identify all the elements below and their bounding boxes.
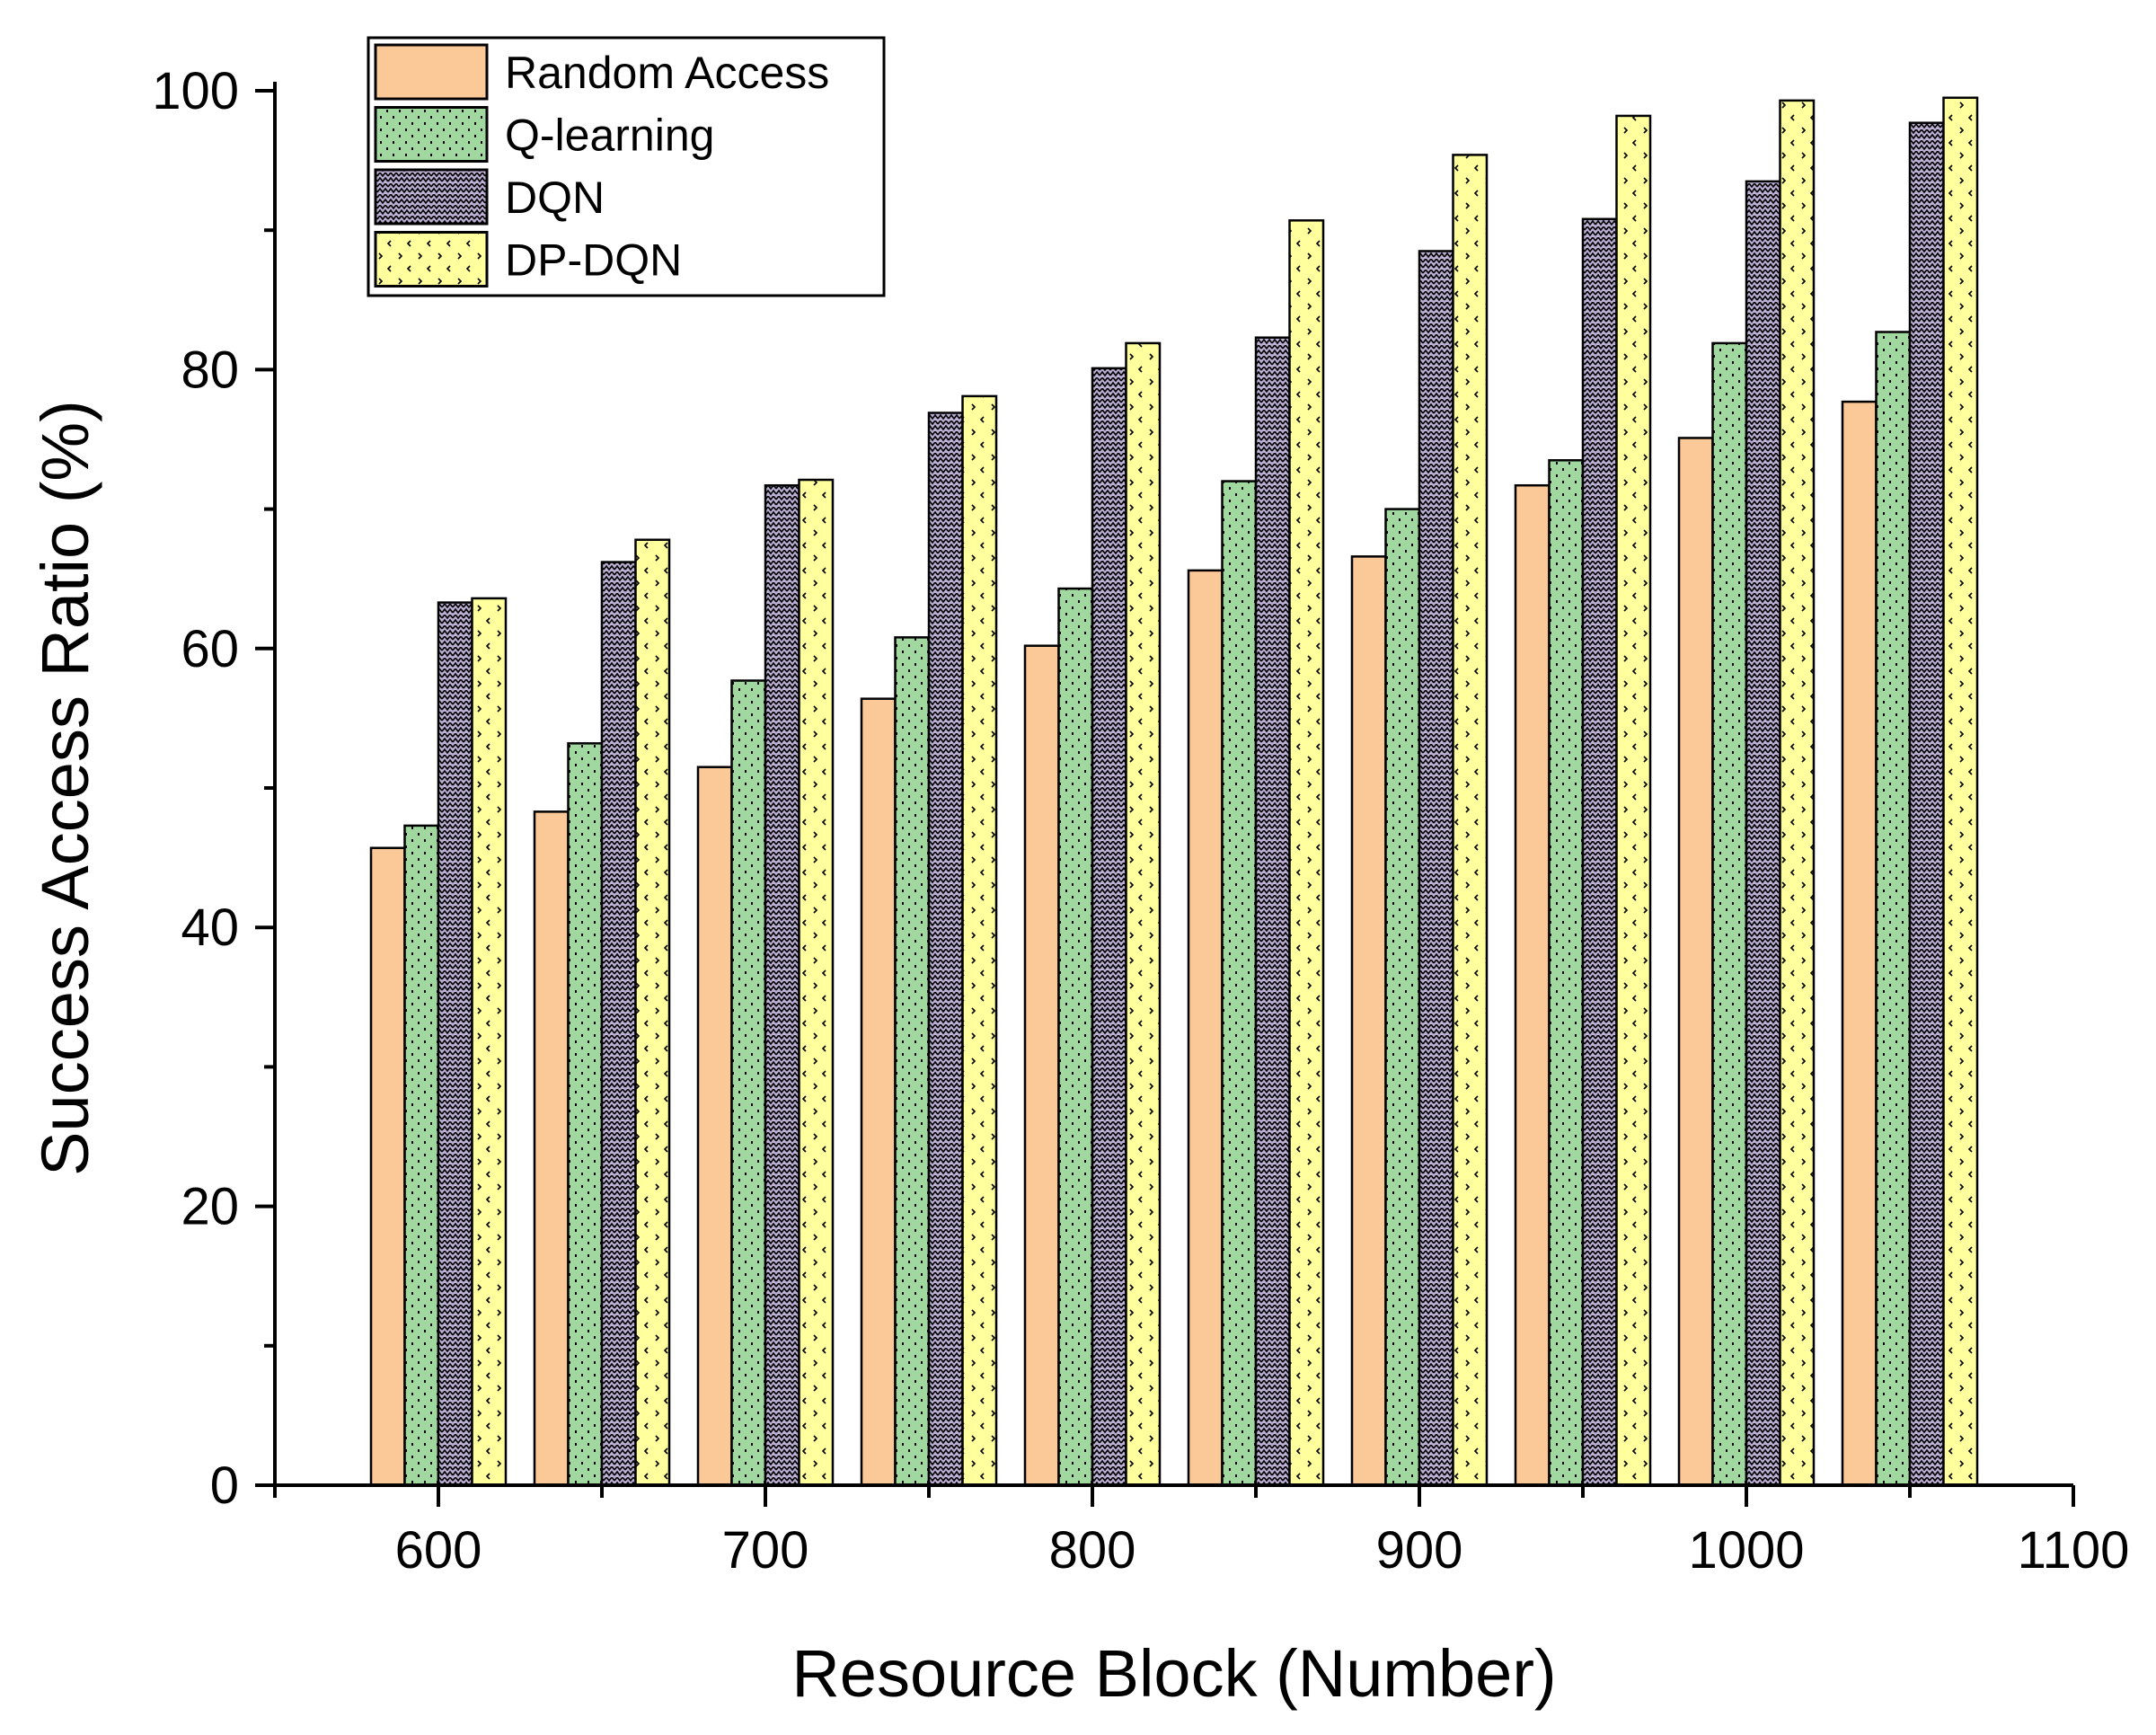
legend-swatch (374, 106, 489, 163)
bar-q-learning-750 (894, 636, 931, 1487)
bar-dqn-900 (1418, 250, 1454, 1487)
y-tick-label: 40 (181, 898, 239, 957)
bar-dqn-600 (437, 601, 473, 1487)
legend-label: DP-DQN (505, 235, 682, 286)
x-axis-title: Resource Block (Number) (791, 1636, 1556, 1711)
y-tick-label: 20 (181, 1178, 239, 1236)
legend-label: Q-learning (505, 111, 714, 161)
bar-dqn-850 (1254, 336, 1291, 1487)
x-tick-label: 700 (722, 1521, 809, 1580)
bar-q-learning-1000 (1711, 341, 1748, 1487)
legend-label: DQN (505, 173, 605, 223)
legend-swatch (374, 168, 489, 226)
bar-random-access-700 (696, 766, 733, 1487)
bar-random-access-950 (1514, 483, 1551, 1487)
legend-swatch (374, 231, 489, 288)
bar-q-learning-900 (1384, 508, 1421, 1487)
bar-q-learning-1050 (1875, 331, 1912, 1487)
y-tick-label: 80 (181, 341, 239, 399)
y-tick-label: 0 (210, 1456, 239, 1515)
bar-dp-dqn-600 (471, 597, 508, 1487)
bar-random-access-900 (1350, 555, 1387, 1487)
bar-random-access-650 (533, 810, 570, 1487)
legend: Random Access Q-learning DQN DP-DQN (367, 36, 886, 297)
bar-random-access-750 (860, 697, 897, 1487)
bar-dp-dqn-650 (634, 538, 671, 1487)
bar-dqn-700 (764, 483, 800, 1487)
legend-label: Random Access (505, 48, 829, 98)
bar-dp-dqn-800 (1125, 341, 1162, 1487)
bar-dqn-800 (1091, 367, 1127, 1487)
y-tick-label: 60 (181, 620, 239, 678)
bar-dp-dqn-1050 (1942, 96, 1979, 1487)
bar-dp-dqn-900 (1452, 154, 1489, 1487)
bar-dqn-750 (927, 412, 964, 1487)
x-tick-label: 1000 (1688, 1521, 1804, 1580)
bar-random-access-1000 (1677, 437, 1714, 1487)
x-tick-label: 600 (395, 1521, 482, 1580)
bar-dqn-650 (600, 561, 637, 1487)
bar-random-access-1050 (1841, 400, 1878, 1487)
bar-q-learning-700 (730, 679, 767, 1487)
bar-dp-dqn-750 (961, 394, 998, 1487)
bar-dqn-1000 (1745, 180, 1781, 1487)
bar-dp-dqn-1000 (1779, 99, 1816, 1487)
legend-swatch (374, 43, 489, 101)
bar-q-learning-950 (1548, 459, 1585, 1487)
bar-dqn-950 (1581, 217, 1618, 1487)
bar-random-access-850 (1187, 569, 1224, 1487)
bar-dp-dqn-850 (1288, 219, 1325, 1487)
bar-random-access-800 (1023, 644, 1060, 1487)
y-axis-title: Success Access Ratio (%) (28, 400, 102, 1176)
x-tick-label: 800 (1049, 1521, 1136, 1580)
bar-q-learning-650 (567, 742, 604, 1487)
bar-q-learning-800 (1057, 587, 1094, 1487)
y-tick-label: 100 (152, 62, 239, 120)
x-tick-label: 900 (1376, 1521, 1463, 1580)
bar-q-learning-850 (1221, 480, 1258, 1487)
bar-dqn-1050 (1908, 121, 1945, 1487)
bar-random-access-600 (369, 846, 406, 1487)
bar-dp-dqn-700 (798, 478, 835, 1487)
bar-dp-dqn-950 (1615, 114, 1652, 1487)
bar-q-learning-600 (403, 824, 440, 1487)
x-tick-label: 1100 (2018, 1521, 2130, 1580)
